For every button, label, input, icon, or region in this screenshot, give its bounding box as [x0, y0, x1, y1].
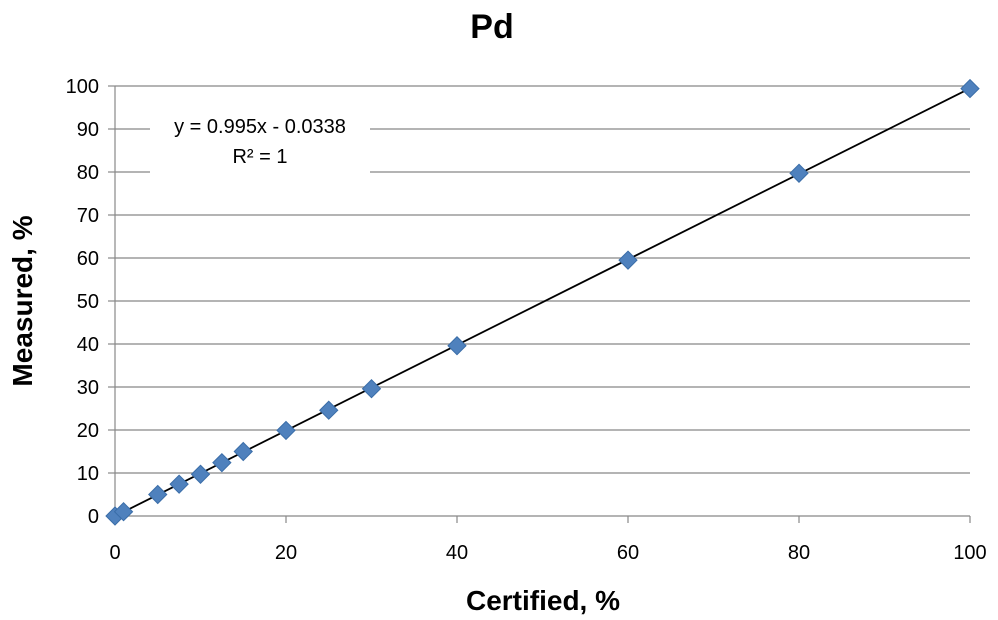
- y-tick-label: 80: [77, 162, 99, 184]
- y-axis-label: Measured, %: [7, 215, 38, 386]
- x-tick-label: 100: [953, 542, 986, 564]
- y-tick-label: 0: [88, 506, 99, 528]
- data-point: [618, 250, 638, 270]
- data-point: [276, 420, 296, 441]
- x-tick-label: 40: [446, 542, 468, 564]
- data-point: [212, 452, 232, 473]
- y-tick-label: 20: [77, 420, 99, 442]
- y-tick-label: 10: [77, 463, 99, 485]
- trendline: [114, 87, 971, 517]
- x-tick-label: 0: [109, 542, 120, 564]
- axes: [114, 86, 971, 523]
- y-tick-label: 60: [77, 248, 99, 270]
- trendline-r-squared: R² = 1: [232, 146, 287, 168]
- x-tick-label: 60: [617, 542, 639, 564]
- data-points: [105, 78, 980, 526]
- trendline-equation: y = 0.995x - 0.0338: [174, 116, 346, 138]
- y-tick-label: 30: [77, 377, 99, 399]
- data-point: [789, 163, 809, 183]
- chart-title: Pd: [470, 8, 513, 46]
- y-tick-label: 70: [77, 205, 99, 227]
- x-axis-label: Certified, %: [466, 585, 620, 616]
- data-point: [148, 484, 168, 505]
- data-point: [113, 501, 134, 522]
- y-tick-label: 90: [77, 119, 99, 141]
- data-point: [361, 379, 382, 399]
- data-point: [960, 78, 980, 99]
- y-tick-label: 100: [66, 76, 99, 98]
- gridlines: [108, 85, 970, 517]
- equation-box-background: [150, 108, 370, 174]
- y-tick-labels: 0 10 20 30 40 50 60 70 80 90 100: [66, 76, 99, 528]
- x-tick-label: 80: [788, 542, 810, 564]
- data-point: [319, 400, 339, 420]
- y-tick-label: 40: [77, 334, 99, 356]
- x-tick-label: 20: [275, 542, 297, 564]
- data-point: [233, 441, 253, 462]
- y-tick-label: 50: [77, 291, 99, 313]
- data-point: [447, 336, 467, 356]
- data-point: [169, 474, 189, 494]
- data-point: [190, 464, 211, 484]
- x-tick-labels: 0 20 40 60 80 100: [109, 542, 986, 564]
